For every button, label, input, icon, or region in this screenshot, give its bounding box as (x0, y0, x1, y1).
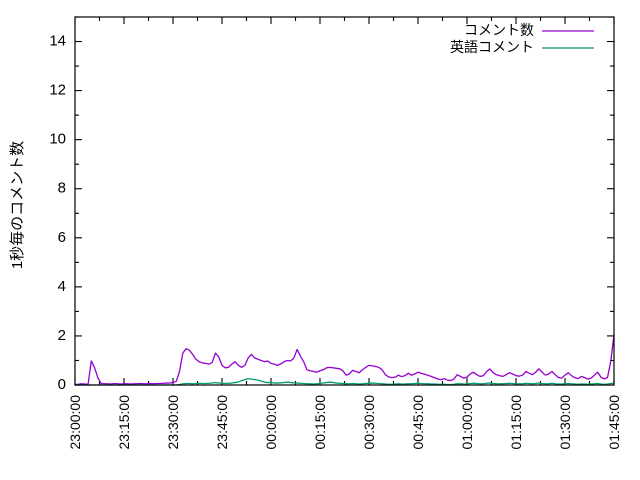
x-tick-label: 23:45:00 (214, 395, 230, 450)
y-tick-label: 14 (49, 33, 66, 50)
x-tick-label: 00:15:00 (312, 395, 328, 450)
series-line-1 (74, 334, 615, 386)
plot-frame (74, 16, 615, 386)
x-tick-label: 23:30:00 (165, 395, 181, 450)
y-tick-label: 2 (58, 327, 66, 344)
y-tick-label: 8 (58, 180, 66, 197)
x-tick-label: 00:00:00 (263, 395, 279, 450)
x-axis-ticks (74, 17, 615, 385)
legend-label-2: 英語コメント (450, 39, 534, 55)
x-tick-label: 00:45:00 (410, 395, 426, 450)
x-tick-label: 23:00:00 (67, 395, 83, 450)
y-tick-label: 0 (58, 376, 66, 393)
x-tick-label: 01:15:00 (508, 395, 524, 450)
x-tick-label: 01:00:00 (459, 395, 475, 450)
y-tick-label: 12 (49, 82, 66, 99)
x-tick-label: 01:30:00 (557, 395, 573, 450)
y-tick-label: 6 (58, 229, 66, 246)
x-axis-tick-labels: 23:00:00 23:15:00 23:30:00 23:45:00 00:00:00… (67, 395, 622, 450)
x-tick-label: 23:15:00 (116, 395, 132, 450)
legend-label-1: コメント数 (464, 22, 534, 38)
y-tick-label: 4 (58, 278, 66, 295)
data-series-group (74, 334, 615, 386)
y-axis-title-group: 1秒毎のコメント数 (9, 141, 26, 269)
y-tick-label: 10 (49, 131, 66, 148)
y-axis-title: 1秒毎のコメント数 (9, 141, 26, 269)
x-tick-label: 01:45:00 (606, 395, 622, 450)
x-tick-label: 00:30:00 (361, 395, 377, 450)
y-axis-ticks: 0 2 4 6 8 10 12 14 (49, 16, 614, 393)
